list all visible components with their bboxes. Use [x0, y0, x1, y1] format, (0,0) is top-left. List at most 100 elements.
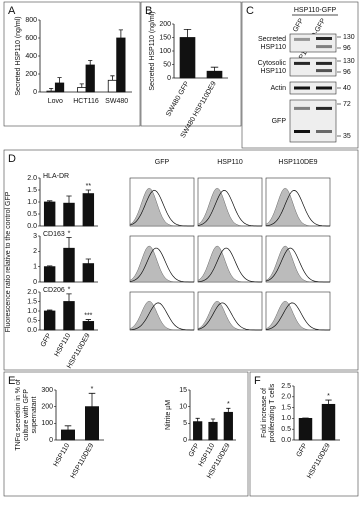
- y-axis-label: supernatant: [31, 396, 38, 433]
- bar: [193, 422, 201, 440]
- y-tick-label: 100: [41, 420, 53, 427]
- bar: [322, 404, 335, 440]
- bar: [44, 311, 55, 330]
- blot-band: [316, 45, 332, 48]
- blot-band: [294, 38, 310, 41]
- chart-title: HLA-DR: [43, 173, 69, 180]
- bar: [47, 91, 55, 92]
- y-tick-label: 0: [183, 437, 187, 444]
- blot-header: HSP110-GFP: [294, 7, 337, 14]
- y-tick-label: 50: [163, 61, 171, 68]
- y-tick-label: 0.5: [27, 317, 37, 324]
- bar: [44, 202, 55, 226]
- y-axis-label: proliferating T cells: [269, 383, 276, 442]
- bar: [180, 38, 195, 79]
- significance-label: *: [68, 230, 71, 237]
- y-tick-label: 2.0: [27, 289, 37, 296]
- y-tick-label: 200: [159, 21, 171, 28]
- significance-label: *: [327, 393, 330, 400]
- panel-label: F: [254, 375, 261, 387]
- y-tick-label: 0: [49, 437, 53, 444]
- blot-row-label: HSP110: [260, 44, 286, 51]
- marker-label: 130: [343, 58, 355, 65]
- blot-band: [316, 62, 332, 65]
- y-tick-label: 0: [167, 75, 171, 82]
- blot-band: [316, 69, 332, 72]
- bar: [209, 422, 217, 440]
- y-tick-label: 15: [179, 387, 187, 394]
- blot-band: [316, 87, 332, 90]
- bar: [61, 430, 74, 440]
- blot-band: [316, 107, 332, 110]
- y-tick-label: 3: [33, 233, 37, 240]
- y-tick-label: 1: [33, 264, 37, 271]
- chart-title: CD163: [43, 231, 65, 238]
- y-tick-label: 2.0: [281, 394, 291, 401]
- y-tick-label: 0: [33, 89, 37, 96]
- marker-label: 130: [343, 34, 355, 41]
- blot-row-label: Cytosolic: [258, 60, 287, 67]
- blot-band: [294, 107, 310, 110]
- y-tick-label: 0.0: [281, 437, 291, 444]
- y-tick-label: 1.5: [281, 404, 291, 411]
- blot-band: [294, 130, 310, 133]
- y-axis-label: Nitrite µM: [165, 400, 172, 430]
- blot-frame: [290, 100, 336, 142]
- blot-band: [316, 37, 332, 40]
- y-tick-label: 400: [25, 53, 37, 60]
- y-tick-label: 1.5: [27, 187, 37, 194]
- bar: [55, 83, 63, 92]
- bar: [299, 418, 312, 440]
- marker-label: 72: [343, 101, 351, 108]
- blot-row-label: Secreted: [258, 36, 286, 43]
- blot-band: [316, 130, 332, 133]
- y-tick-label: 300: [41, 387, 53, 394]
- y-tick-label: 0.0: [27, 223, 37, 230]
- y-tick-label: 100: [159, 48, 171, 55]
- blot-band: [294, 87, 310, 90]
- significance-label: *: [68, 287, 71, 294]
- y-tick-label: 1.0: [27, 199, 37, 206]
- y-tick-label: 0.0: [27, 327, 37, 334]
- x-tick-label: SW480: [105, 98, 128, 105]
- y-tick-label: 0.5: [27, 211, 37, 218]
- bar: [78, 88, 86, 93]
- flow-column-label: GFP: [155, 159, 170, 166]
- x-tick-label: HCT116: [73, 98, 99, 105]
- significance-label: *: [91, 386, 94, 393]
- y-tick-label: 800: [25, 17, 37, 24]
- bar: [64, 302, 75, 331]
- y-tick-label: 1.0: [27, 308, 37, 315]
- blot-frame: [290, 34, 336, 52]
- shared-y-label: Fluorescence ratio relative to the contr…: [5, 191, 12, 332]
- y-axis-label: TNFα secretion in % of: [15, 379, 22, 450]
- bar: [44, 267, 55, 282]
- y-tick-label: 2.5: [281, 383, 291, 390]
- bar: [64, 248, 75, 282]
- panel-label: C: [246, 5, 254, 17]
- blot-row-label: GFP: [272, 118, 287, 125]
- x-tick-label: Lovo: [48, 98, 63, 105]
- y-axis-label: Fold increase of: [261, 388, 268, 438]
- blot-band: [294, 62, 310, 65]
- y-axis-label: Secreted HSP110 (ng/ml): [149, 11, 156, 90]
- flow-column-label: HSP110DE9: [278, 159, 317, 166]
- y-tick-label: 0.5: [281, 426, 291, 433]
- y-tick-label: 1.5: [27, 298, 37, 305]
- chart-title: CD206: [43, 287, 65, 294]
- marker-label: 40: [343, 85, 351, 92]
- significance-label: **: [86, 183, 92, 190]
- y-tick-label: 200: [41, 404, 53, 411]
- y-tick-label: 600: [25, 35, 37, 42]
- bar: [86, 65, 94, 92]
- panel-label: A: [8, 5, 16, 17]
- significance-label: *: [227, 401, 230, 408]
- y-tick-label: 200: [25, 71, 37, 78]
- blot-row-label: HSP110: [260, 68, 286, 75]
- y-tick-label: 2: [33, 248, 37, 255]
- y-tick-label: 0: [33, 279, 37, 286]
- marker-label: 35: [343, 133, 351, 140]
- y-tick-label: 1.0: [281, 415, 291, 422]
- y-tick-label: 10: [179, 404, 187, 411]
